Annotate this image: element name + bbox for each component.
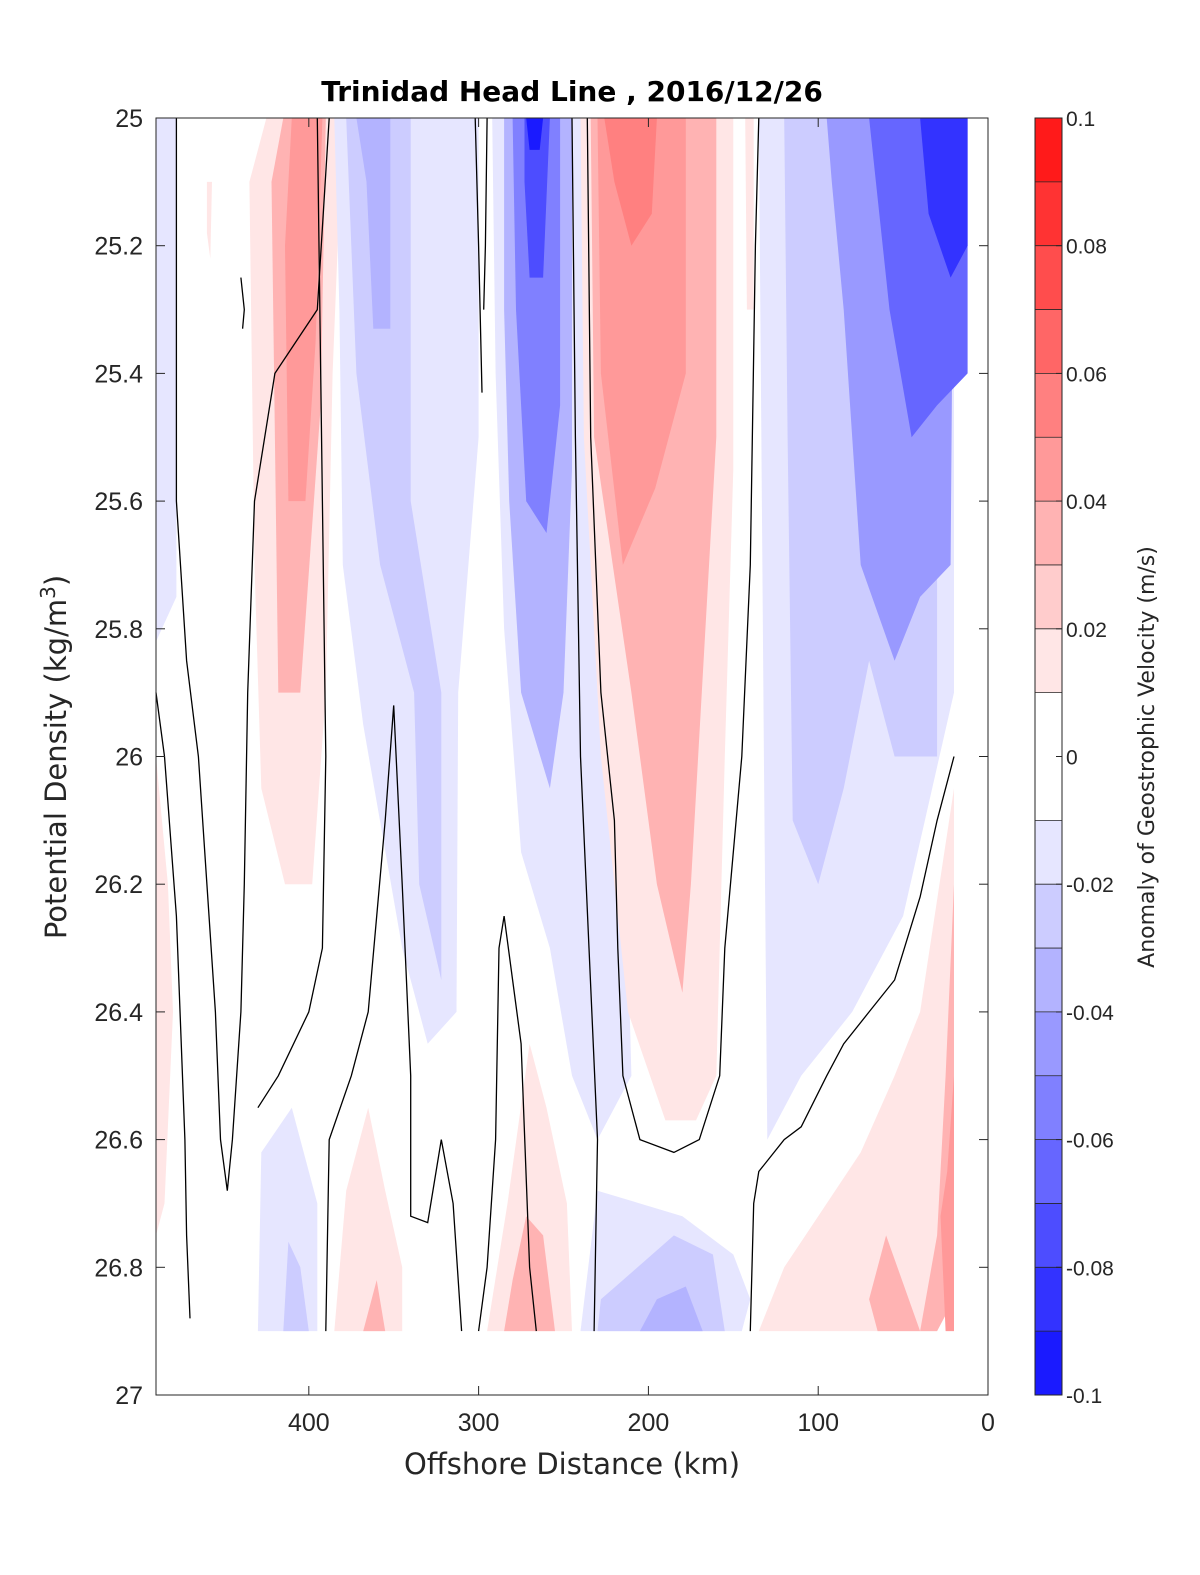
contour-band-32: [504, 1216, 555, 1332]
contour-band-5: [285, 118, 323, 502]
contour-band-16: [597, 118, 686, 565]
contour-band-28: [283, 1241, 309, 1332]
zero-contour-line-6: [483, 117, 488, 310]
y-tick-label: 25.4: [94, 360, 143, 388]
y-tick-label: 25.2: [94, 233, 143, 261]
zero-contour-line-9: [586, 117, 760, 1154]
colorbar-level-9: [1035, 820, 1062, 885]
contour-band-18: [745, 118, 754, 310]
contour-band-2: [206, 181, 212, 259]
colorbar-level-18: [1035, 181, 1062, 246]
chart-title: Trinidad Head Line , 2016/12/26: [321, 75, 823, 108]
contour-band-23: [920, 118, 968, 278]
colorbar-tick-label: 0: [1066, 747, 1078, 770]
colorbar-tick-label: -0.04: [1066, 1002, 1114, 1025]
colorbar-tick-label: -0.02: [1066, 874, 1114, 897]
colorbar-level-5: [1035, 1075, 1062, 1140]
y-axis-label-superscript: 3: [36, 586, 60, 599]
plot-area: 400 300 200 100 0 25 25.2 25.4 25.6 25.8 26 26.2 26…: [94, 105, 995, 1437]
colorbar-tick-label: 0.08: [1066, 236, 1107, 259]
y-tick-label: 25.6: [94, 488, 143, 516]
zero-contour-line-0: [175, 117, 330, 1191]
y-axis-label: Potential Density (kg/m3): [36, 575, 73, 939]
y-tick-label: 26: [115, 744, 143, 772]
y-axis-ticks: 25 25.2 25.4 25.6 25.8 26 26.2 26.4 26.6 26.8 27: [94, 105, 988, 1410]
colorbar-level-1: [1035, 1331, 1062, 1395]
colorbar-level-11: [1035, 628, 1062, 693]
x-tick-label: 200: [628, 1409, 670, 1437]
colorbar-level-15: [1035, 373, 1062, 438]
zero-contour-line-8: [571, 117, 599, 1332]
colorbar-tick-label: -0.06: [1066, 1130, 1114, 1153]
contour-band-30: [363, 1280, 386, 1332]
y-tick-label: 25: [115, 105, 143, 133]
colorbar-level-13: [1035, 501, 1062, 565]
contour-band-12: [524, 118, 550, 278]
contour-band-31: [487, 1043, 572, 1332]
colorbar-level-4: [1035, 1139, 1062, 1204]
zero-contour-line-4: [325, 705, 463, 1332]
x-tick-label: 400: [288, 1409, 330, 1437]
colorbar-tick-label: -0.08: [1066, 1257, 1114, 1280]
y-tick-label: 26.6: [94, 1127, 143, 1155]
y-tick-label: 26.2: [94, 871, 143, 899]
y-axis-label-text: Potential Density (kg/m: [39, 599, 73, 939]
contour-band-35: [639, 1286, 703, 1332]
contour-band-0: [156, 118, 177, 642]
zero-contour-line-1: [155, 692, 191, 1319]
contour-band-24: [758, 788, 954, 1332]
colorbar-level-6: [1035, 1011, 1062, 1076]
contour-bands: [156, 118, 968, 1332]
zero-contour-line-10: [749, 756, 955, 1332]
zero-contour-line-2: [240, 277, 245, 329]
contour-band-26: [940, 1075, 954, 1332]
colorbar-tick-label: 0.06: [1066, 363, 1107, 386]
colorbar-tick-label: -0.1: [1066, 1385, 1102, 1408]
colorbar-level-16: [1035, 309, 1062, 374]
contour-band-1: [156, 756, 173, 1236]
x-axis-label: Offshore Distance (km): [404, 1447, 740, 1481]
x-tick-label: 0: [981, 1409, 995, 1437]
colorbar-levels: [1035, 118, 1062, 1395]
contour-band-7: [346, 118, 442, 980]
y-tick-label: 25.8: [94, 616, 143, 644]
colorbar-label: Anomaly of Geostrophic Velocity (m/s): [1135, 546, 1160, 968]
contour-band-29: [334, 1107, 403, 1332]
colorbar-tick-label: 0.1: [1066, 108, 1095, 131]
colorbar-ticks: 0.1 0.08 0.06 0.04 0.02 0 -0.02 -0.04 -0.06 -0.08…: [1056, 108, 1114, 1408]
colorbar-tick-label: 0.02: [1066, 619, 1107, 642]
y-tick-label: 26.8: [94, 1254, 143, 1282]
y-axis-label-close: ): [39, 575, 73, 586]
contour-band-17: [604, 118, 657, 246]
contour-band-8: [356, 118, 391, 329]
x-axis-ticks: 400 300 200 100 0: [288, 118, 995, 1437]
contour-band-27: [257, 1107, 318, 1332]
colorbar-level-7: [1035, 948, 1062, 1012]
contour-band-13: [526, 118, 544, 150]
colorbar-level-12: [1035, 564, 1062, 629]
zero-contour-line-3: [257, 117, 327, 1109]
colorbar-tick-label: 0.04: [1066, 491, 1107, 514]
y-tick-label: 26.4: [94, 999, 143, 1027]
zero-contour-line-7: [477, 915, 537, 1332]
x-tick-label: 100: [797, 1409, 839, 1437]
colorbar-level-17: [1035, 245, 1062, 310]
colorbar: 0.1 0.08 0.06 0.04 0.02 0 -0.02 -0.04 -0.06 -0.08…: [1034, 108, 1160, 1408]
zero-contour-lines: [155, 117, 955, 1332]
y-tick-label: 27: [115, 1382, 143, 1410]
colorbar-level-2: [1035, 1267, 1062, 1332]
colorbar-level-14: [1035, 437, 1062, 502]
contour-band-11: [512, 118, 561, 533]
colorbar-level-3: [1035, 1203, 1062, 1268]
colorbar-level-19: [1035, 118, 1062, 182]
zero-contour-line-5: [474, 117, 483, 393]
colorbar-level-8: [1035, 884, 1062, 949]
x-tick-label: 300: [458, 1409, 500, 1437]
